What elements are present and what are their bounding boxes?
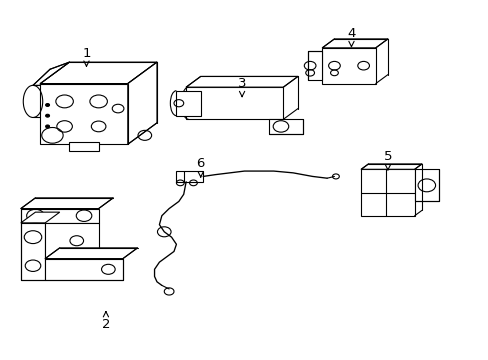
Text: 2: 2 xyxy=(102,312,110,331)
Polygon shape xyxy=(45,258,122,280)
Circle shape xyxy=(45,114,49,117)
Polygon shape xyxy=(414,169,438,202)
Polygon shape xyxy=(181,111,186,114)
Polygon shape xyxy=(307,51,322,80)
Polygon shape xyxy=(21,198,113,208)
Bar xyxy=(176,171,203,182)
Polygon shape xyxy=(186,87,283,119)
Bar xyxy=(69,143,99,152)
Text: 5: 5 xyxy=(383,150,391,170)
Polygon shape xyxy=(268,119,302,134)
Polygon shape xyxy=(21,208,99,223)
Text: 3: 3 xyxy=(237,77,246,96)
Text: 6: 6 xyxy=(196,157,204,177)
Polygon shape xyxy=(33,62,69,85)
Polygon shape xyxy=(361,169,414,216)
Polygon shape xyxy=(322,39,387,48)
Polygon shape xyxy=(21,223,45,280)
Text: 1: 1 xyxy=(82,47,91,66)
Polygon shape xyxy=(176,91,201,116)
Polygon shape xyxy=(186,76,297,87)
Polygon shape xyxy=(40,62,157,84)
Bar xyxy=(40,84,127,144)
Text: 4: 4 xyxy=(346,27,355,46)
Polygon shape xyxy=(45,223,99,258)
Polygon shape xyxy=(322,48,375,84)
Circle shape xyxy=(45,104,49,107)
Polygon shape xyxy=(45,248,137,258)
Polygon shape xyxy=(361,164,421,169)
Circle shape xyxy=(45,125,49,128)
Polygon shape xyxy=(127,62,157,144)
Polygon shape xyxy=(21,212,60,223)
